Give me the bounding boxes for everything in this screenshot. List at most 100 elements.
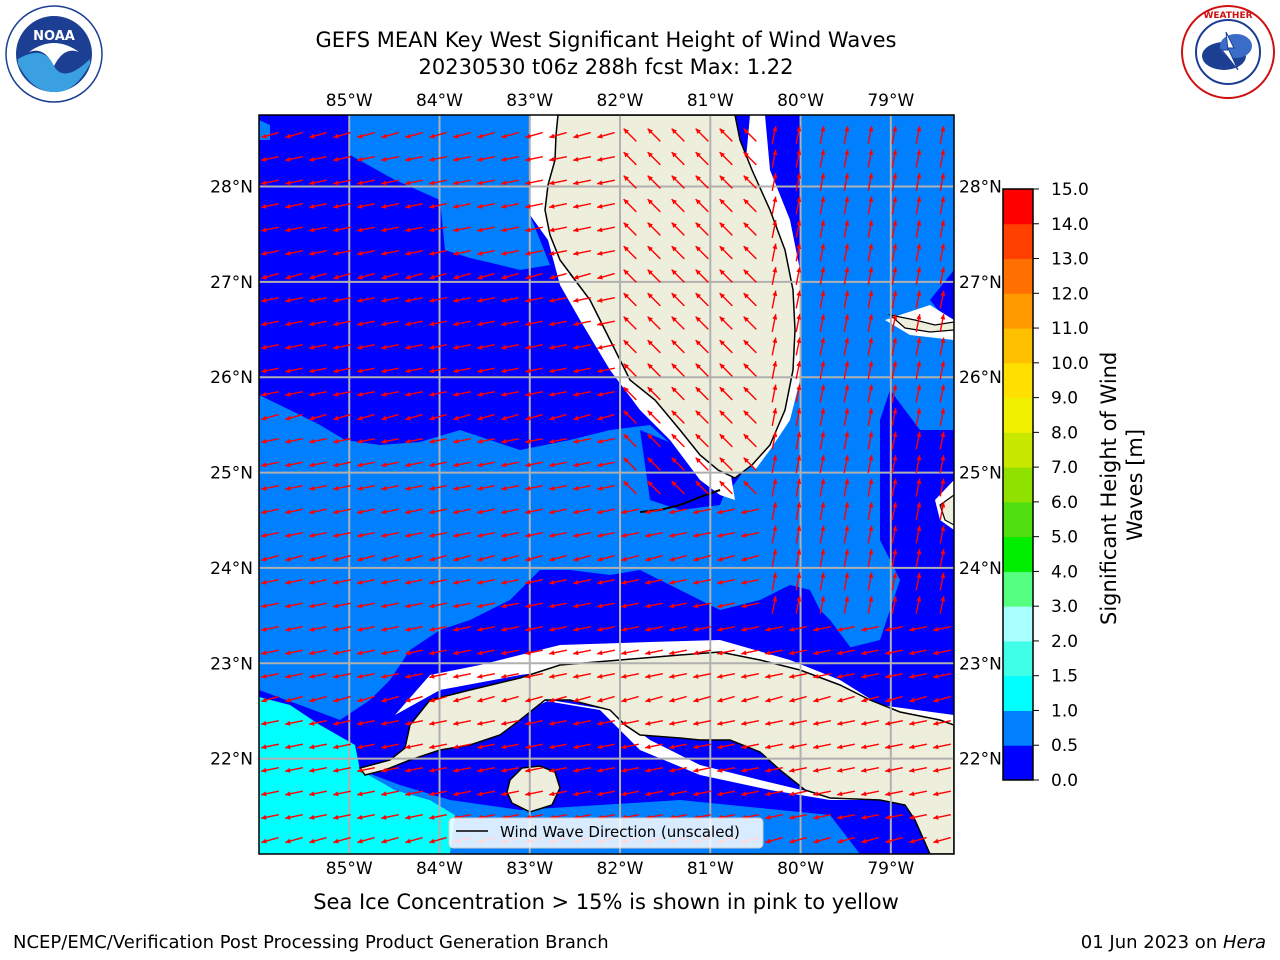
wave-arrow	[597, 626, 615, 632]
wave-arrow	[453, 602, 471, 609]
wave-arrow	[837, 767, 855, 773]
wave-arrow	[693, 579, 711, 585]
wave-arrow	[743, 222, 757, 236]
wave-arrow	[819, 173, 826, 191]
wave-arrow	[405, 743, 423, 750]
wave-arrow	[333, 367, 351, 374]
wave-arrow	[525, 508, 543, 515]
wave-arrow	[405, 602, 423, 609]
wave-arrow	[477, 272, 495, 280]
wave-arrow	[549, 203, 567, 209]
wave-arrow	[867, 478, 874, 497]
wave-arrow	[261, 508, 279, 515]
wave-arrow	[843, 455, 850, 473]
wave-arrow	[843, 525, 850, 544]
wave-arrow	[743, 151, 757, 166]
wave-arrow	[741, 602, 759, 609]
wave-arrow	[309, 131, 327, 139]
wave-arrow	[885, 673, 903, 679]
wave-arrow	[477, 743, 495, 750]
wave-arrow	[261, 203, 279, 209]
wave-arrow	[429, 461, 447, 468]
wave-arrow	[381, 272, 399, 280]
wave-arrow	[867, 337, 874, 356]
wave-arrow	[671, 292, 685, 307]
y-tick-label: 28°N	[959, 178, 1002, 198]
wave-arrow	[261, 272, 279, 280]
wave-arrow	[357, 790, 375, 797]
wave-arrow	[357, 272, 375, 280]
wave-arrow	[549, 532, 567, 538]
wave-arrow	[357, 320, 375, 327]
wave-arrow	[861, 836, 879, 844]
x-tick-label: 85°W	[326, 859, 373, 879]
wave-arrow	[597, 272, 615, 280]
wave-arrow	[549, 438, 567, 444]
x-tick-label: 82°W	[597, 91, 644, 111]
wave-arrow	[891, 314, 898, 332]
wave-arrow	[623, 433, 637, 448]
wave-arrow	[573, 673, 591, 679]
wave-arrow	[477, 673, 495, 679]
wave-arrow	[741, 532, 759, 538]
wave-arrow	[915, 478, 922, 497]
wave-arrow	[771, 596, 778, 614]
wave-arrow	[743, 198, 757, 213]
wave-arrow	[333, 508, 351, 515]
wave-arrow	[909, 767, 927, 773]
wave-arrow	[695, 222, 709, 236]
wave-arrow	[647, 198, 661, 213]
wave-arrow	[867, 525, 874, 544]
wave-arrow	[357, 250, 375, 256]
wave-arrow	[645, 508, 663, 515]
wave-arrow	[891, 267, 898, 285]
wave-arrow	[573, 532, 591, 538]
wave-arrow	[771, 149, 778, 168]
wave-arrow	[669, 695, 687, 703]
wave-arrow	[693, 673, 711, 679]
wave-arrow	[333, 649, 351, 656]
wave-arrow	[381, 532, 399, 538]
wave-arrow	[621, 554, 639, 562]
wave-arrow	[381, 508, 399, 515]
wave-arrow	[405, 720, 423, 726]
footer-credit: NCEP/EMC/Verification Post Processing Pr…	[13, 932, 609, 953]
wave-arrow	[645, 695, 663, 703]
wave-arrow	[429, 297, 447, 303]
wave-arrow	[819, 196, 826, 215]
y-tick-label: 24°N	[210, 559, 253, 579]
wave-arrow	[933, 836, 951, 844]
wave-arrow	[549, 156, 567, 162]
wave-arrow	[525, 131, 543, 139]
wave-arrow	[333, 626, 351, 632]
wave-arrow	[597, 790, 615, 797]
y-tick-label: 25°N	[210, 464, 253, 484]
x-tick-label: 79°W	[867, 91, 914, 111]
wave-arrow	[501, 413, 519, 421]
wave-arrow	[867, 431, 874, 450]
wave-arrow	[477, 367, 495, 374]
wave-arrow	[671, 433, 685, 448]
wave-arrow	[669, 579, 687, 585]
wave-arrow	[695, 245, 709, 260]
wave-arrow	[261, 297, 279, 303]
wave-arrow	[477, 767, 495, 773]
legend: Wind Wave Direction (unscaled)	[448, 817, 764, 849]
wave-arrow	[309, 320, 327, 327]
wave-arrow	[819, 549, 826, 567]
wave-arrow	[909, 673, 927, 679]
wave-arrow	[891, 361, 898, 379]
wave-arrow	[765, 673, 783, 679]
wave-arrow	[549, 461, 567, 468]
wave-arrow	[357, 554, 375, 562]
wave-arrow	[597, 226, 615, 233]
wave-arrow	[843, 196, 850, 215]
wave-arrow	[501, 344, 519, 350]
wave-arrow	[381, 790, 399, 797]
sea-ice-note: Sea Ice Concentration > 15% is shown in …	[313, 890, 899, 914]
wave-arrow	[597, 743, 615, 750]
wave-arrow	[867, 384, 874, 403]
wave-arrow	[285, 179, 303, 186]
wave-arrow	[693, 649, 711, 656]
wave-arrow	[453, 250, 471, 256]
